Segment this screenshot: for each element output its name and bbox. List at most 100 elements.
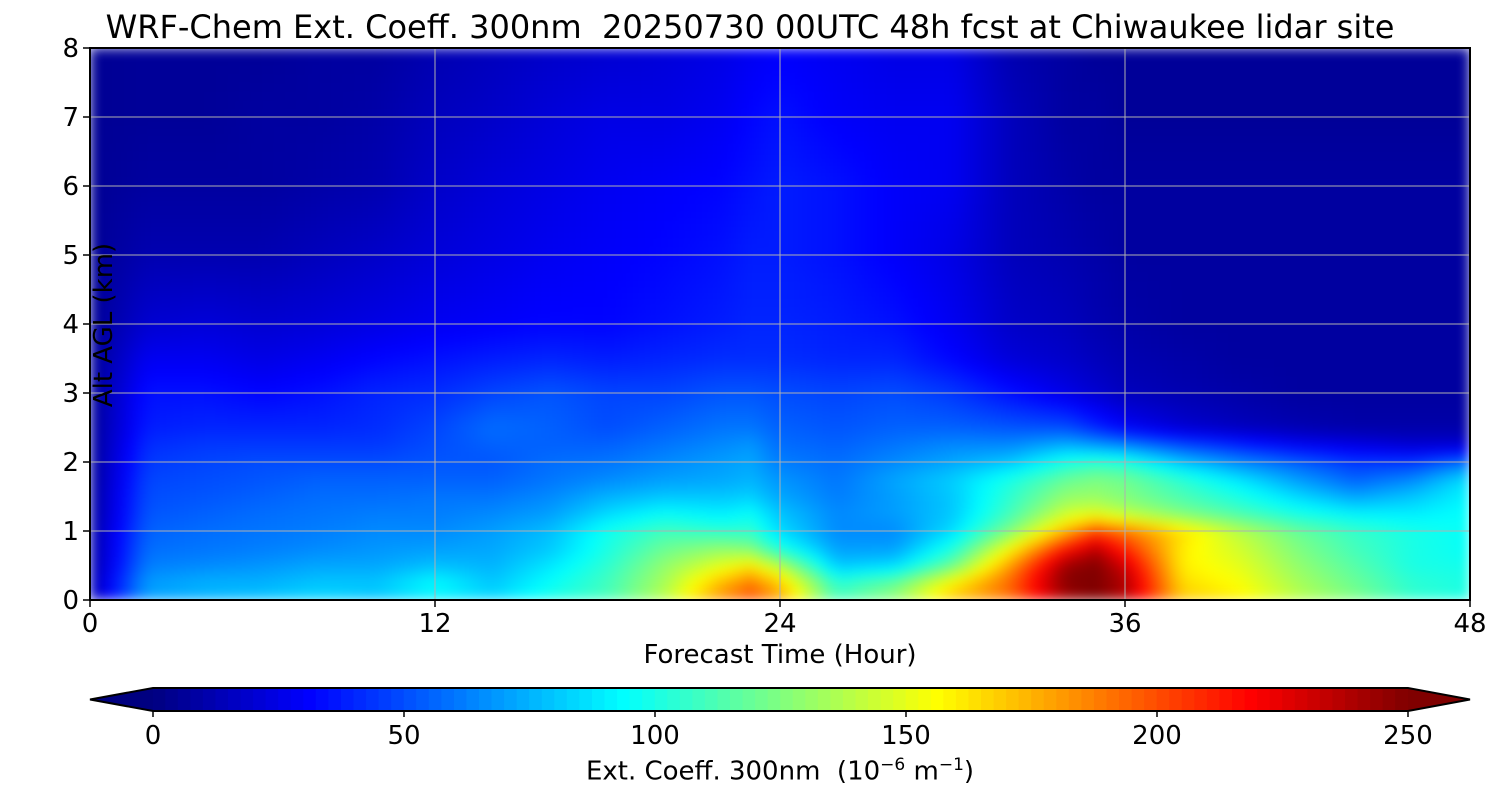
heatmap-cell	[1021, 556, 1034, 566]
heatmap-cell	[503, 366, 516, 377]
heatmap-cell	[446, 383, 459, 394]
heatmap-cell	[273, 263, 286, 273]
heatmap-cell	[285, 427, 298, 437]
heatmap-cell	[296, 366, 309, 377]
heatmap-cell	[561, 444, 574, 454]
heatmap-cell	[894, 280, 907, 290]
heatmap-cell	[319, 452, 332, 463]
heatmap-cell	[1297, 332, 1310, 342]
heatmap-cell	[1297, 521, 1310, 532]
heatmap-cell	[871, 547, 884, 558]
heatmap-cell	[377, 314, 390, 325]
heatmap-cell	[446, 539, 459, 549]
heatmap-cell	[1021, 582, 1034, 592]
heatmap-cell	[434, 289, 447, 299]
heatmap-cell	[1251, 547, 1264, 558]
heatmap-cell	[446, 280, 459, 290]
heatmap-cell	[480, 590, 493, 600]
heatmap-cell	[1216, 289, 1229, 299]
heatmap-cell	[147, 263, 160, 273]
heatmap-cell	[1239, 418, 1252, 428]
heatmap-cell	[193, 358, 206, 368]
heatmap-cell	[1274, 245, 1287, 256]
heatmap-cell	[262, 332, 275, 342]
heatmap-cell	[1354, 590, 1367, 600]
heatmap-cell	[664, 513, 677, 523]
heatmap-cell	[1090, 392, 1103, 403]
heatmap-cell	[894, 263, 907, 273]
heatmap-cell	[906, 289, 919, 299]
heatmap-cell	[779, 444, 792, 454]
heatmap-cell	[756, 539, 769, 549]
heatmap-cell	[779, 297, 792, 308]
heatmap-cell	[1228, 461, 1241, 472]
heatmap-cell	[1435, 392, 1448, 403]
heatmap-cell	[216, 366, 229, 377]
heatmap-cell	[457, 332, 470, 342]
heatmap-cell	[722, 444, 735, 454]
heatmap-cell	[227, 383, 240, 394]
heatmap-cell	[710, 263, 723, 273]
heatmap-cell	[584, 565, 597, 575]
heatmap-cell	[1251, 461, 1264, 472]
heatmap-cell	[1090, 297, 1103, 308]
heatmap-cell	[227, 245, 240, 256]
heatmap-cell	[1366, 461, 1379, 472]
heatmap-cell	[664, 521, 677, 532]
heatmap-cell	[480, 409, 493, 420]
heatmap-cell	[1343, 461, 1356, 472]
heatmap-cell	[423, 245, 436, 256]
heatmap-cell	[1124, 521, 1137, 532]
heatmap-cell	[699, 539, 712, 549]
heatmap-cell	[837, 254, 850, 265]
heatmap-cell	[434, 332, 447, 342]
heatmap-cell	[227, 289, 240, 299]
heatmap-cell	[894, 470, 907, 480]
heatmap-cell	[699, 478, 712, 489]
heatmap-cell	[112, 582, 125, 592]
heatmap-cell	[618, 383, 631, 394]
heatmap-cell	[1228, 470, 1241, 480]
heatmap-cell	[998, 582, 1011, 592]
heatmap-cell	[135, 427, 148, 437]
heatmap-cell	[664, 306, 677, 316]
heatmap-cell	[147, 521, 160, 532]
heatmap-cell	[204, 530, 217, 541]
heatmap-cell	[584, 271, 597, 282]
heatmap-cell	[745, 435, 758, 446]
heatmap-cell	[998, 358, 1011, 368]
heatmap-cell	[90, 556, 102, 566]
heatmap-cell	[618, 513, 631, 523]
heatmap-cell	[227, 461, 240, 472]
heatmap-cell	[710, 297, 723, 308]
heatmap-cell	[1435, 435, 1448, 446]
heatmap-cell	[1400, 504, 1413, 515]
heatmap-cell	[894, 573, 907, 584]
heatmap-cell	[1354, 444, 1367, 454]
heatmap-cell	[779, 375, 792, 385]
heatmap-cell	[503, 280, 516, 290]
heatmap-cell	[860, 383, 873, 394]
heatmap-cell	[975, 392, 988, 403]
heatmap-cell	[112, 280, 125, 290]
heatmap-cell	[722, 383, 735, 394]
heatmap-cell	[469, 513, 482, 523]
heatmap-cell	[710, 530, 723, 541]
heatmap-cell	[538, 565, 551, 575]
heatmap-cell	[733, 358, 746, 368]
heatmap-cell	[791, 237, 804, 247]
heatmap-cell	[285, 582, 298, 592]
heatmap-cell	[250, 271, 263, 282]
heatmap-cell	[469, 254, 482, 265]
heatmap-cell	[929, 358, 942, 368]
heatmap-cell	[262, 444, 275, 454]
heatmap-cell	[837, 513, 850, 523]
heatmap-cell	[446, 496, 459, 506]
heatmap-cell	[400, 332, 413, 342]
heatmap-cell	[170, 306, 183, 316]
heatmap-cell	[181, 444, 194, 454]
heatmap-cell	[227, 496, 240, 506]
heatmap-cell	[411, 254, 424, 265]
heatmap-cell	[745, 539, 758, 549]
heatmap-cell	[308, 375, 321, 385]
